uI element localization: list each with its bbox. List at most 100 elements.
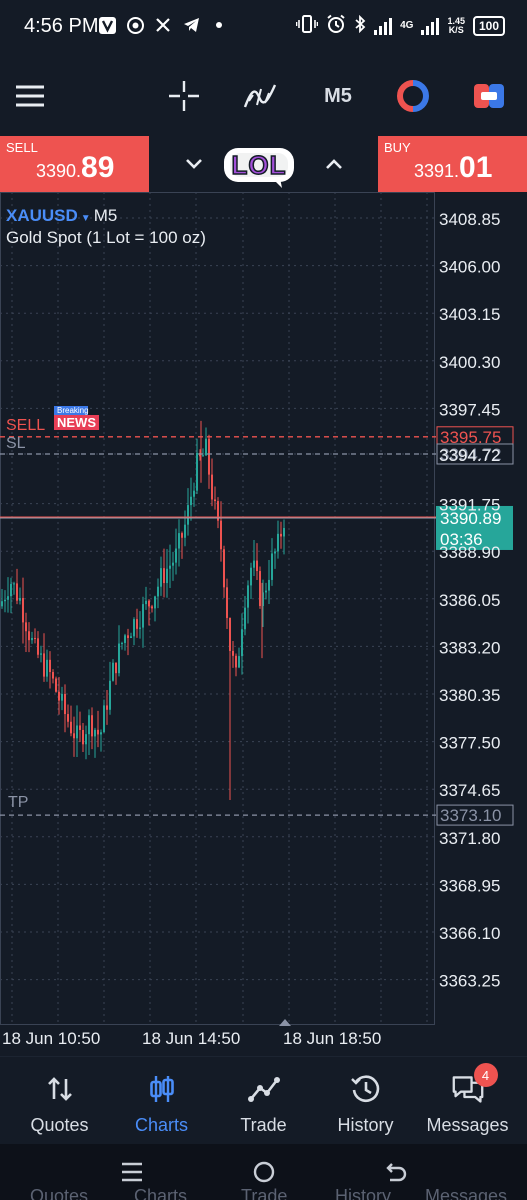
candle-body: [145, 600, 147, 605]
x-tick-label: 18 Jun 10:50: [2, 1029, 100, 1048]
messages-badge: 4: [473, 1063, 498, 1087]
buy-button[interactable]: BUY 3391.01: [378, 136, 527, 192]
nav-messages-label: Messages: [426, 1115, 509, 1135]
candle-body: [103, 705, 105, 733]
candle-body: [196, 452, 198, 491]
ghost-label-history: History: [335, 1186, 392, 1200]
candle-body: [61, 693, 63, 701]
nav-history[interactable]: History: [313, 1057, 418, 1145]
take-profit-price-label: 3373.10: [440, 806, 501, 825]
y-tick-label: 3403.15: [439, 305, 500, 324]
candle-body: [94, 729, 96, 737]
candle-body: [37, 638, 39, 655]
bid-price-box: [436, 505, 513, 550]
nav-trade-label: Trade: [240, 1115, 287, 1135]
candle-body: [214, 499, 216, 502]
timeframe-button[interactable]: M5: [318, 76, 358, 116]
sell-button[interactable]: SELL 3390.89: [0, 136, 149, 192]
candle-body: [139, 627, 141, 629]
y-tick-label: 3377.50: [439, 734, 500, 753]
candle-body: [28, 631, 30, 641]
y-tick-label: 3374.65: [439, 781, 500, 800]
y-tick-label: 3380.35: [439, 686, 500, 705]
y-tick-label: 3397.45: [439, 400, 500, 419]
take-profit-label: TP: [8, 794, 29, 811]
charts-icon: [146, 1073, 178, 1105]
nav-trade[interactable]: Trade: [211, 1057, 316, 1145]
candle-body: [25, 622, 27, 632]
candle-body: [190, 496, 192, 506]
candle-body: [4, 599, 6, 602]
back-button[interactable]: [382, 1158, 410, 1186]
volume-up-button[interactable]: [320, 150, 348, 178]
candle-body: [88, 715, 90, 735]
news-small-label: Breaking: [54, 406, 89, 415]
candle-body: [70, 721, 72, 734]
candle-body: [253, 560, 255, 568]
recents-button[interactable]: [118, 1158, 146, 1186]
lol-sticker: LOL: [222, 144, 298, 188]
stop-loss-label: SL: [6, 435, 26, 452]
status-right-icons: 4G 1.45 K/S 100: [295, 14, 505, 37]
sell-line-label: SELL: [6, 417, 46, 434]
buy-price: 3391.01: [414, 151, 493, 184]
x-tick-label: 18 Jun 18:50: [283, 1029, 381, 1048]
candle-body: [19, 598, 21, 601]
candle-body: [49, 659, 51, 673]
system-nav-bar: Quotes Charts Trade History Messages: [0, 1144, 527, 1200]
candle-body: [76, 725, 78, 739]
candle-body: [211, 474, 213, 500]
candle-body: [115, 662, 117, 674]
candle-body: [208, 438, 210, 475]
bottom-nav: Quotes Charts Trade History 4 Messag: [0, 1056, 527, 1144]
candle-body: [244, 607, 246, 630]
candle-body: [166, 568, 168, 584]
candle-body: [85, 734, 87, 745]
dot-icon: [210, 16, 228, 34]
nav-charts[interactable]: Charts: [109, 1057, 214, 1145]
symbol-header[interactable]: XAUUSD ▼ M5: [6, 206, 117, 226]
y-tick-label: 3400.30: [439, 353, 500, 372]
home-button[interactable]: [250, 1158, 278, 1186]
chart-area[interactable]: 3395.75 3394.72 3390.89 03:36 3373.10 3408.8…: [0, 192, 527, 1052]
home-icon: [253, 1161, 275, 1183]
chevron-down-icon: [186, 159, 202, 169]
candle-body: [163, 568, 165, 584]
time-axis: 18 Jun 10:50 18 Jun 14:50 18 Jun 18:50: [2, 1019, 381, 1048]
chrome-icon: [126, 16, 144, 34]
nav-quotes[interactable]: Quotes: [7, 1057, 112, 1145]
candle-body: [10, 583, 12, 597]
stop-loss-price-label: 3394.72: [440, 445, 501, 464]
candle-body: [217, 501, 219, 521]
candle-body: [16, 583, 18, 601]
candle-body: [136, 619, 138, 629]
nav-messages[interactable]: 4 Messages: [415, 1057, 520, 1145]
one-click-trading-button[interactable]: [396, 76, 430, 116]
candle-body: [7, 596, 9, 600]
candle-body: [100, 732, 102, 735]
candle-body: [229, 617, 231, 651]
candles: [1, 420, 285, 801]
candle-body: [175, 548, 177, 563]
indicators-button[interactable]: [242, 76, 278, 116]
candle-body: [277, 533, 279, 552]
y-tick-label: 3383.20: [439, 638, 500, 657]
menu-button[interactable]: [14, 76, 46, 116]
candle-body: [250, 567, 252, 586]
candle-body: [268, 579, 270, 591]
candle-body: [118, 643, 120, 674]
candle-body: [157, 586, 159, 597]
y-tick-label: 3408.85: [439, 210, 500, 229]
bid-price-label: 3390.89: [440, 509, 501, 528]
trade-panel-button[interactable]: [472, 76, 506, 116]
trade-panel-icon: [474, 84, 504, 108]
volume-down-button[interactable]: [180, 150, 208, 178]
candle-body: [64, 693, 66, 715]
crosshair-button[interactable]: [166, 76, 202, 116]
candle-body: [238, 656, 240, 668]
candle-body: [193, 490, 195, 497]
quotes-icon: [44, 1073, 76, 1105]
